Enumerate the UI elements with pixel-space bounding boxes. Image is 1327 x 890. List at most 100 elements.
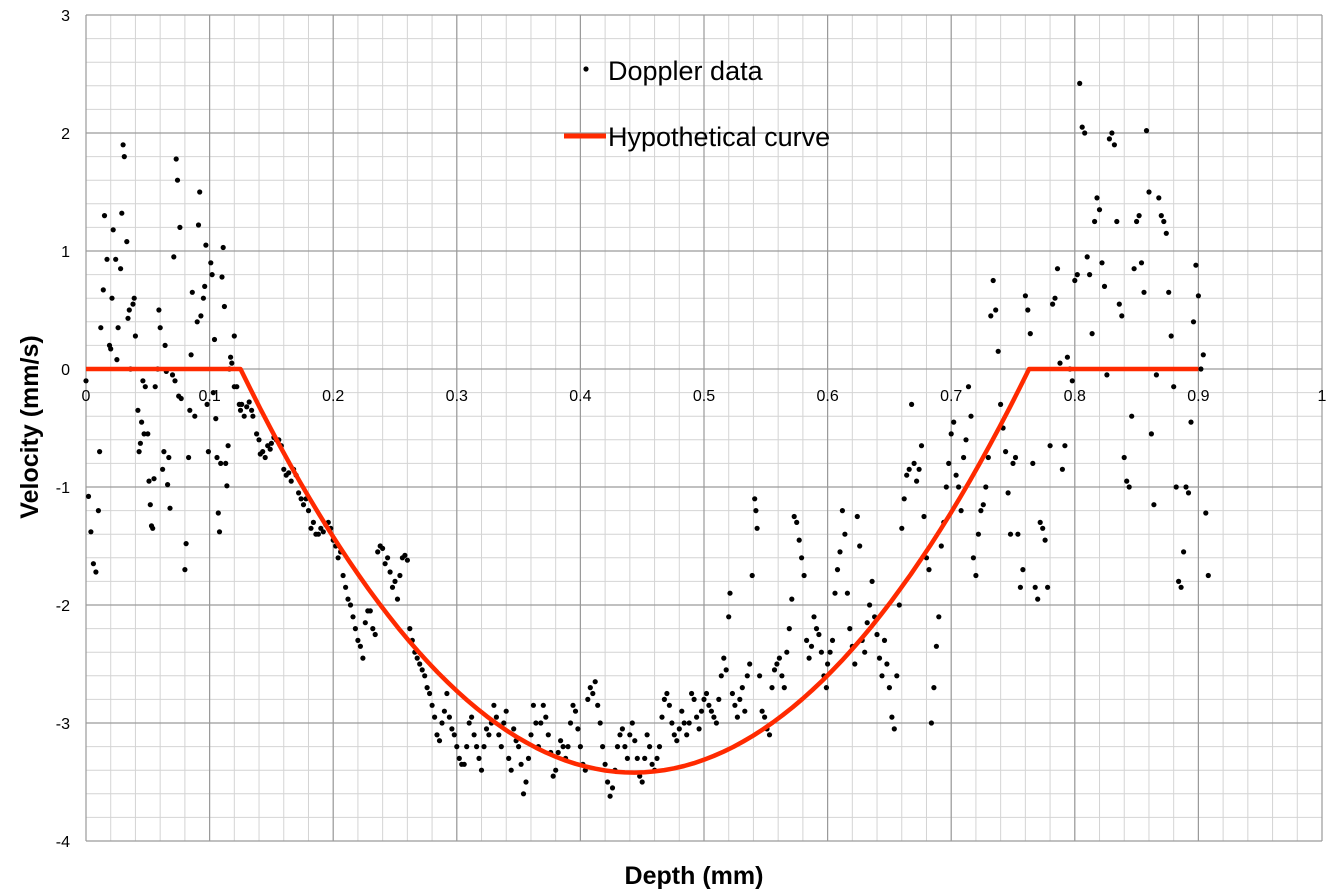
doppler-point: [869, 578, 875, 585]
doppler-point: [825, 661, 831, 667]
doppler-point: [135, 407, 141, 413]
doppler-point: [501, 720, 507, 726]
doppler-point: [553, 767, 559, 773]
doppler-point: [220, 244, 226, 251]
doppler-point: [1198, 366, 1204, 372]
doppler-point: [215, 510, 221, 516]
doppler-point: [166, 454, 172, 461]
doppler-point: [249, 407, 255, 413]
doppler-point: [194, 319, 200, 325]
doppler-point: [169, 372, 176, 378]
doppler-point: [221, 303, 227, 310]
doppler-point: [619, 726, 626, 732]
doppler-point: [909, 401, 915, 407]
doppler-point: [726, 614, 732, 620]
doppler-point: [1134, 218, 1140, 225]
doppler-point: [172, 378, 178, 384]
doppler-point: [1005, 490, 1011, 496]
doppler-point: [1094, 195, 1100, 201]
doppler-point: [550, 773, 556, 779]
doppler-point: [644, 732, 650, 738]
doppler-point: [776, 655, 783, 661]
doppler-point: [864, 620, 870, 626]
doppler-point: [1138, 260, 1145, 266]
doppler-point: [575, 726, 581, 732]
doppler-point: [995, 348, 1001, 354]
y-tick-label: -3: [56, 716, 70, 733]
doppler-point: [684, 732, 690, 738]
doppler-point: [769, 685, 775, 691]
doppler-point: [469, 714, 475, 720]
doppler-point: [816, 631, 822, 638]
doppler-point: [162, 342, 168, 348]
doppler-point: [1017, 584, 1024, 590]
doppler-point: [223, 460, 229, 466]
doppler-point: [918, 443, 925, 449]
doppler-point: [694, 714, 700, 720]
doppler-point: [674, 738, 680, 744]
doppler-point: [345, 596, 351, 602]
doppler-point: [219, 274, 225, 280]
doppler-point: [1168, 333, 1174, 339]
doppler-point: [449, 726, 455, 732]
doppler-point: [197, 189, 203, 195]
doppler-point: [137, 440, 143, 446]
doppler-point: [355, 637, 361, 644]
doppler-point: [555, 749, 561, 756]
doppler-point: [229, 360, 235, 366]
doppler-point: [988, 313, 994, 319]
doppler-point: [239, 401, 245, 407]
doppler-point: [753, 508, 759, 514]
doppler-point: [727, 590, 733, 596]
doppler-point: [676, 726, 682, 732]
doppler-point: [481, 744, 487, 750]
doppler-point: [93, 569, 99, 575]
doppler-point: [661, 696, 668, 703]
doppler-point: [1111, 142, 1117, 148]
doppler-point: [246, 399, 252, 405]
doppler-point: [1079, 124, 1085, 130]
doppler-point: [706, 702, 712, 708]
doppler-point: [956, 484, 962, 490]
doppler-point: [372, 631, 378, 638]
doppler-point: [370, 626, 376, 632]
doppler-point: [1045, 584, 1051, 590]
doppler-point: [842, 531, 848, 537]
doppler-point: [567, 720, 574, 726]
x-tick-label: 1: [1318, 388, 1327, 405]
doppler-point: [432, 714, 438, 720]
doppler-point: [734, 714, 741, 720]
doppler-point: [109, 295, 115, 301]
doppler-point: [1087, 272, 1093, 278]
doppler-point: [649, 761, 655, 767]
doppler-point: [1074, 272, 1080, 278]
doppler-point: [1183, 484, 1189, 490]
y-tick-labels: -4 -3 -2 -1 0 1 2 3: [56, 8, 70, 851]
doppler-point: [125, 315, 131, 321]
doppler-point: [1096, 207, 1103, 213]
doppler-point: [483, 726, 490, 732]
doppler-point: [101, 213, 108, 219]
hypothetical-curve-line: [86, 366, 1199, 775]
doppler-point: [671, 732, 677, 738]
y-tick-label: -2: [56, 598, 70, 615]
doppler-point: [1173, 484, 1179, 490]
x-tick-label: 0.1: [198, 388, 220, 405]
doppler-point: [965, 384, 972, 390]
doppler-point: [980, 502, 986, 508]
doppler-point: [486, 732, 492, 738]
doppler-point: [203, 242, 209, 248]
doppler-point: [1203, 510, 1209, 516]
doppler-point: [837, 549, 843, 555]
doppler-point: [178, 395, 184, 402]
doppler-point: [1059, 466, 1065, 472]
doppler-point: [602, 761, 608, 767]
doppler-point: [669, 720, 675, 726]
doppler-point: [471, 732, 477, 738]
doppler-point: [298, 496, 304, 502]
doppler-point: [891, 726, 897, 732]
doppler-point: [1032, 584, 1038, 590]
doppler-point: [132, 333, 138, 339]
legend-marker-doppler: [583, 66, 589, 72]
doppler-point: [832, 590, 838, 596]
